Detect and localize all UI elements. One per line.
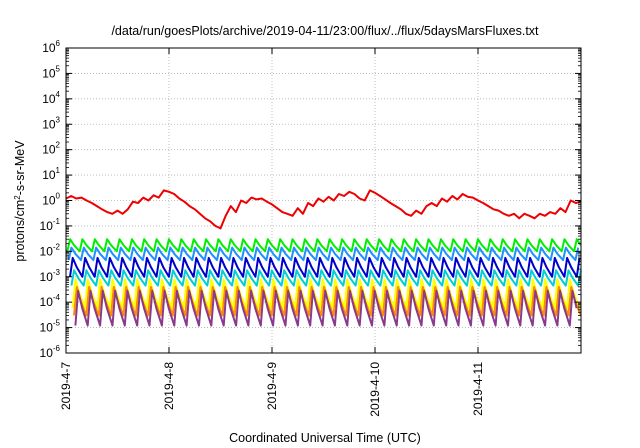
y-tick-label-base: 10 bbox=[42, 41, 56, 55]
series-line-3 bbox=[67, 246, 580, 262]
y-tick-label-base: 10 bbox=[40, 321, 54, 335]
y-tick-label: 105 bbox=[42, 64, 60, 80]
series-lines bbox=[65, 189, 582, 327]
y-tick-label: 106 bbox=[42, 39, 60, 55]
y-tick-label: 101 bbox=[42, 166, 60, 182]
series-line-4 bbox=[69, 256, 581, 278]
y-tick-label: 10-6 bbox=[40, 344, 61, 360]
x-axis-label: Coordinated Universal Time (UTC) bbox=[229, 431, 421, 445]
y-tick-label-exponent: -6 bbox=[53, 344, 61, 353]
x-tick-label: 2019-4-11 bbox=[471, 362, 485, 416]
y-tick-label-base: 10 bbox=[42, 117, 56, 131]
y-axis-label: protons/cm2-s-sr-MeV bbox=[13, 140, 28, 262]
chart-title: /data/run/goesPlots/archive/2019-04-11/2… bbox=[111, 24, 539, 38]
series-line-2 bbox=[66, 238, 582, 253]
x-tick-label: 2019-4-7 bbox=[59, 362, 73, 410]
y-tick-label-base: 10 bbox=[42, 66, 56, 80]
y-tick-label-exponent: -1 bbox=[53, 217, 61, 226]
y-tick-label: 100 bbox=[42, 192, 60, 208]
y-tick-label-exponent: 5 bbox=[56, 64, 61, 73]
y-tick-label-base: 10 bbox=[40, 346, 54, 360]
x-tick-label: 2019-4-8 bbox=[162, 362, 176, 410]
x-tick-labels: 2019-4-7 2019-4-8 2019-4-9 2019-4-10 2019-4-… bbox=[59, 362, 485, 417]
y-axis-label-rest: -s-sr-MeV bbox=[13, 140, 27, 196]
y-tick-label-base: 10 bbox=[40, 295, 54, 309]
y-tick-label-exponent: -2 bbox=[53, 242, 61, 251]
y-axis-label-base: protons/cm bbox=[13, 200, 27, 262]
y-tick-label-base: 10 bbox=[42, 168, 56, 182]
y-tick-label-exponent: -5 bbox=[53, 319, 61, 328]
y-tick-label: 10-3 bbox=[40, 268, 61, 284]
y-tick-label-exponent: 4 bbox=[56, 90, 61, 99]
y-tick-label: 10-5 bbox=[40, 319, 61, 335]
y-tick-label-base: 10 bbox=[40, 244, 54, 258]
y-tick-label: 103 bbox=[42, 115, 60, 131]
y-tick-labels: 10-610-510-410-310-210-11001011021031041… bbox=[40, 39, 61, 360]
y-tick-label: 10-4 bbox=[40, 293, 61, 309]
y-tick-label-base: 10 bbox=[42, 92, 56, 106]
y-tick-label: 10-1 bbox=[40, 217, 61, 233]
y-tick-label: 10-2 bbox=[40, 242, 61, 258]
y-tick-label-exponent: -4 bbox=[53, 293, 61, 302]
tick-marks bbox=[65, 47, 581, 354]
y-tick-label-exponent: 1 bbox=[56, 166, 61, 175]
y-tick-label-exponent: 6 bbox=[56, 39, 61, 48]
series-line-1 bbox=[65, 189, 582, 230]
y-tick-label-exponent: -3 bbox=[53, 268, 61, 277]
y-tick-label-base: 10 bbox=[40, 219, 54, 233]
y-tick-label-base: 10 bbox=[42, 194, 56, 208]
x-tick-label: 2019-4-9 bbox=[265, 362, 279, 410]
series-line-8 bbox=[74, 289, 578, 327]
y-tick-label: 104 bbox=[42, 90, 60, 106]
y-axis-label-sup: 2 bbox=[13, 195, 22, 200]
y-tick-label: 102 bbox=[42, 141, 60, 157]
y-tick-label-exponent: 0 bbox=[56, 192, 61, 201]
y-tick-label-base: 10 bbox=[42, 143, 56, 157]
y-tick-label-base: 10 bbox=[40, 270, 54, 284]
series-line-5 bbox=[70, 269, 582, 287]
x-tick-label: 2019-4-10 bbox=[368, 362, 382, 417]
y-tick-label-exponent: 3 bbox=[56, 115, 61, 124]
y-tick-label-exponent: 2 bbox=[56, 141, 61, 150]
